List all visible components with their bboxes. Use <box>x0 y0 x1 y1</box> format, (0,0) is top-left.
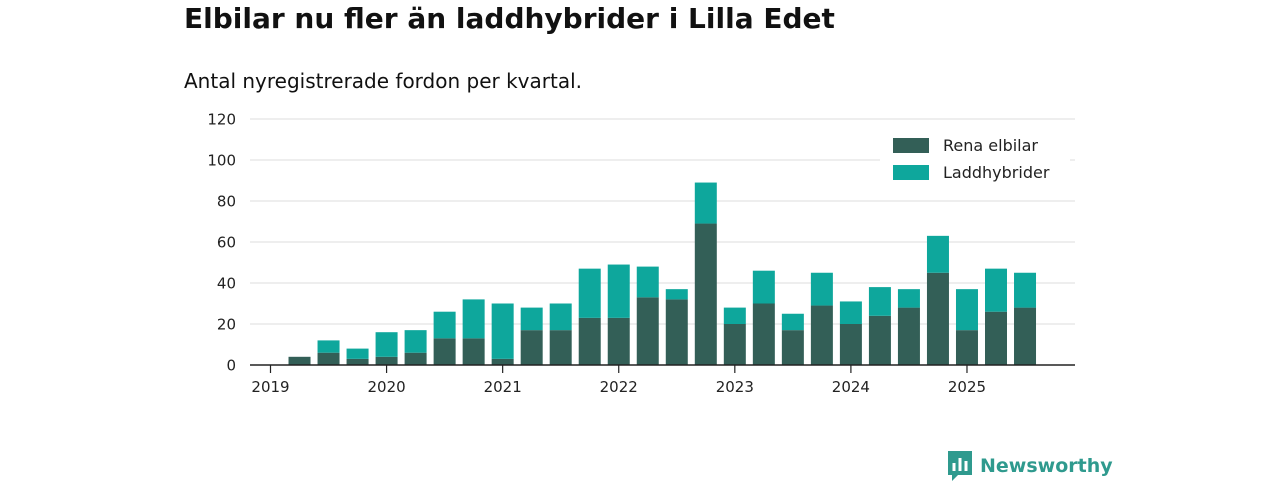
bar-rena-elbilar-2019-Q2 <box>288 356 311 365</box>
bar-laddhybrider-2024-Q1 <box>839 301 862 324</box>
bar-laddhybrider-2022-Q2 <box>636 266 659 298</box>
bar-laddhybrider-2023-Q4 <box>810 272 833 306</box>
bar-rena-elbilar-2021-Q3 <box>549 330 572 365</box>
newsworthy-logo-icon <box>948 451 972 481</box>
bar-rena-elbilar-2019-Q3 <box>317 352 340 365</box>
bar-rena-elbilar-2022-Q2 <box>636 297 659 365</box>
bar-laddhybrider-2020-Q4 <box>462 299 485 339</box>
bar-rena-elbilar-2020-Q4 <box>462 338 485 365</box>
bar-rena-elbilar-2025-Q1 <box>955 330 978 365</box>
bar-rena-elbilar-2019-Q4 <box>346 358 369 365</box>
bar-rena-elbilar-2023-Q2 <box>752 303 775 365</box>
bar-laddhybrider-2021-Q2 <box>520 307 543 331</box>
legend-swatch-laddhybrider <box>893 165 929 180</box>
x-tick-label-2020: 2020 <box>367 378 405 396</box>
newsworthy-brand[interactable]: Newsworthy <box>948 451 1113 481</box>
bar-laddhybrider-2025-Q1 <box>955 289 978 331</box>
bar-rena-elbilar-2024-Q1 <box>839 324 862 365</box>
legend-swatch-rena-elbilar <box>893 138 929 153</box>
bar-laddhybrider-2023-Q3 <box>781 313 804 331</box>
bar-rena-elbilar-2021-Q2 <box>520 330 543 365</box>
bar-laddhybrider-2023-Q2 <box>752 270 775 304</box>
x-tick-label-2019: 2019 <box>251 378 289 396</box>
bar-rena-elbilar-2023-Q1 <box>723 324 746 365</box>
y-tick-label-80: 80 <box>217 193 236 211</box>
bar-laddhybrider-2025-Q3 <box>1014 272 1037 308</box>
legend-label-rena-elbilar: Rena elbilar <box>943 136 1038 155</box>
bar-laddhybrider-2019-Q4 <box>346 348 369 359</box>
bar-laddhybrider-2022-Q4 <box>694 182 717 224</box>
bar-rena-elbilar-2025-Q3 <box>1014 307 1037 365</box>
bar-laddhybrider-2024-Q2 <box>868 287 891 316</box>
legend-label-laddhybrider: Laddhybrider <box>943 163 1050 182</box>
bar-rena-elbilar-2020-Q2 <box>404 352 427 365</box>
y-tick-label-60: 60 <box>217 234 236 252</box>
bar-laddhybrider-2024-Q4 <box>926 235 949 273</box>
bar-rena-elbilar-2020-Q3 <box>433 338 456 365</box>
bar-laddhybrider-2020-Q2 <box>404 330 427 353</box>
bar-rena-elbilar-2021-Q4 <box>578 317 601 365</box>
y-tick-label-100: 100 <box>207 152 236 170</box>
brand-name: Newsworthy <box>980 455 1113 477</box>
bar-laddhybrider-2022-Q1 <box>607 264 630 318</box>
x-tick-label-2023: 2023 <box>716 378 754 396</box>
bar-laddhybrider-2021-Q1 <box>491 303 514 359</box>
y-tick-label-120: 120 <box>207 111 236 129</box>
x-tick-label-2024: 2024 <box>832 378 870 396</box>
bar-laddhybrider-2020-Q3 <box>433 311 456 339</box>
bar-rena-elbilar-2022-Q3 <box>665 299 688 365</box>
x-tick-label-2021: 2021 <box>484 378 522 396</box>
bar-laddhybrider-2023-Q1 <box>723 307 746 324</box>
bar-rena-elbilar-2025-Q2 <box>985 311 1007 365</box>
bar-rena-elbilar-2022-Q1 <box>607 317 630 365</box>
chart-subtitle: Antal nyregistrerade fordon per kvartal. <box>184 69 583 93</box>
bar-rena-elbilar-2021-Q1 <box>491 358 514 365</box>
bar-laddhybrider-2025-Q2 <box>985 268 1007 312</box>
bar-rena-elbilar-2023-Q4 <box>810 305 833 365</box>
bar-laddhybrider-2020-Q1 <box>375 332 398 357</box>
x-tick-label-2025: 2025 <box>948 378 986 396</box>
bar-rena-elbilar-2020-Q1 <box>375 356 398 365</box>
bar-laddhybrider-2022-Q3 <box>665 289 688 300</box>
legend: Rena elbilar Laddhybrider <box>880 128 1070 188</box>
y-tick-label-20: 20 <box>217 316 236 334</box>
bar-rena-elbilar-2024-Q2 <box>868 315 891 365</box>
bar-laddhybrider-2021-Q4 <box>578 268 601 318</box>
bar-laddhybrider-2021-Q3 <box>549 303 572 331</box>
bar-laddhybrider-2019-Q3 <box>317 340 340 353</box>
bar-rena-elbilar-2023-Q3 <box>781 330 804 365</box>
bar-rena-elbilar-2022-Q4 <box>694 223 717 365</box>
y-tick-label-0: 0 <box>226 357 236 375</box>
bar-rena-elbilar-2024-Q3 <box>897 307 920 365</box>
y-tick-label-40: 40 <box>217 275 236 293</box>
bar-rena-elbilar-2024-Q4 <box>926 272 949 365</box>
chart-title: Elbilar nu fler än laddhybrider i Lilla … <box>184 2 835 35</box>
x-tick-label-2022: 2022 <box>600 378 638 396</box>
bar-laddhybrider-2024-Q3 <box>897 289 920 308</box>
